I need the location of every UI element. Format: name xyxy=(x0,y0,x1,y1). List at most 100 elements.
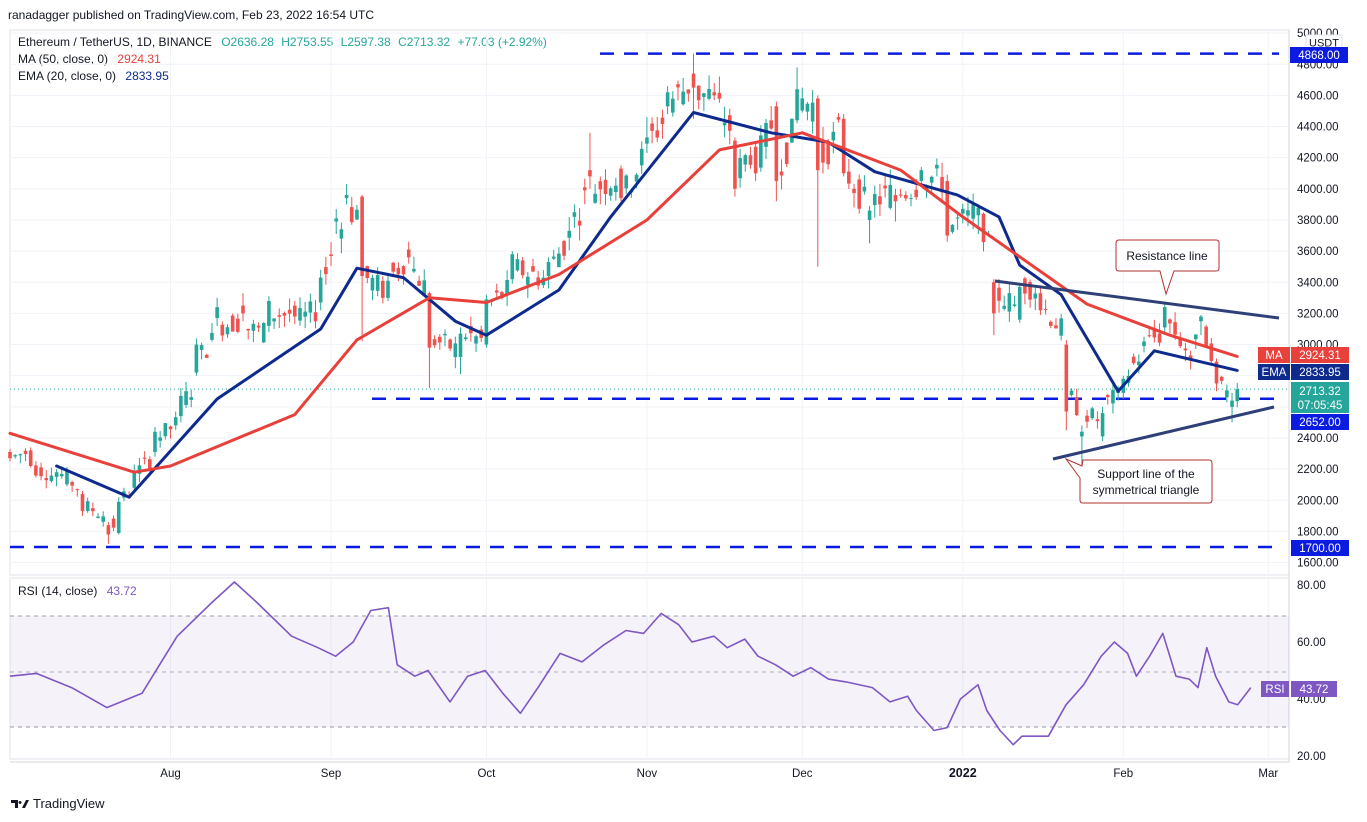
resistance-label: Resistance line xyxy=(1126,249,1208,263)
candle-body xyxy=(1230,400,1234,407)
candle-229 xyxy=(1193,334,1198,349)
candle-body xyxy=(1219,376,1224,381)
candle-135 xyxy=(707,75,711,101)
candle-195 xyxy=(1017,285,1022,323)
candle-body xyxy=(1214,361,1219,384)
candle-34 xyxy=(184,381,188,408)
candle-59 xyxy=(313,300,318,329)
candle-body xyxy=(1204,326,1208,346)
candle-body xyxy=(13,455,17,457)
candle-3 xyxy=(23,448,28,461)
candle-body xyxy=(1007,293,1012,312)
candle-70 xyxy=(370,274,375,301)
candle-body xyxy=(1157,333,1162,343)
candle-9 xyxy=(54,469,59,487)
candle-body xyxy=(852,188,856,194)
candle-body xyxy=(650,123,654,131)
candle-body xyxy=(929,176,934,183)
candle-219 xyxy=(1142,336,1146,353)
candle-16 xyxy=(91,502,95,517)
candle-body xyxy=(101,516,106,522)
candle-15 xyxy=(85,497,90,513)
ema-line xyxy=(55,111,1239,499)
candle-body xyxy=(360,196,364,277)
candle-body xyxy=(1178,337,1183,347)
candle-body xyxy=(909,198,913,200)
ma-tag-value: 2924.31 xyxy=(1299,350,1341,362)
rsi-tick-20: 20.00 xyxy=(1297,751,1326,763)
candle-50 xyxy=(267,296,271,333)
candle-body xyxy=(355,209,359,220)
candle-body xyxy=(531,266,535,272)
price-tick-4400: 4400.00 xyxy=(1297,122,1339,134)
candle-body xyxy=(437,336,442,343)
candle-body xyxy=(474,336,478,344)
candle-162 xyxy=(847,158,851,190)
top-level-tag: 4868.00 xyxy=(1290,47,1348,63)
support-trendline xyxy=(1052,405,1275,461)
candle-54 xyxy=(287,298,292,323)
candle-152 xyxy=(795,67,799,124)
support-label-line1: Support line of the xyxy=(1097,467,1195,481)
ma-tag-label: MA xyxy=(1265,350,1283,362)
candle-body xyxy=(401,266,406,275)
candle-body xyxy=(1017,286,1022,320)
candle-127 xyxy=(665,86,670,115)
horizontal-levels xyxy=(10,52,1289,549)
candle-body xyxy=(665,92,670,107)
candle-body xyxy=(1168,319,1172,324)
candle-88 xyxy=(463,333,468,342)
candle-82 xyxy=(432,335,437,349)
candle-body xyxy=(526,276,530,285)
candle-body xyxy=(267,300,271,326)
candle-body xyxy=(810,102,815,122)
candle-142 xyxy=(743,153,748,172)
candle-44 xyxy=(236,313,240,334)
candle-body xyxy=(686,89,691,94)
time-tick-Aug: Aug xyxy=(160,768,180,780)
candle-body xyxy=(997,287,1001,301)
candle-12 xyxy=(70,480,74,492)
candle-body xyxy=(676,84,680,88)
candle-body xyxy=(34,465,38,476)
candle-37 xyxy=(199,342,204,360)
candle-body xyxy=(349,207,354,223)
candle-39 xyxy=(210,322,214,342)
candle-body xyxy=(494,290,499,293)
candle-body xyxy=(696,85,701,101)
time-tick-Dec: Dec xyxy=(792,768,813,780)
candle-body xyxy=(54,472,59,477)
candle-body xyxy=(893,195,898,202)
candle-body xyxy=(1090,408,1095,419)
candle-80 xyxy=(422,269,427,297)
candle-184 xyxy=(960,203,965,224)
candle-body xyxy=(945,181,950,236)
candle-body xyxy=(520,260,525,276)
price-tick-2000: 2000.00 xyxy=(1297,495,1339,507)
candle-body xyxy=(593,193,597,203)
candle-body xyxy=(971,204,975,219)
candle-body xyxy=(1111,389,1115,404)
candle-79 xyxy=(417,275,421,287)
legend-ema-value: 2833.95 xyxy=(125,69,169,83)
candle-body xyxy=(173,417,178,426)
candle-body xyxy=(707,89,711,99)
candle-191 xyxy=(997,279,1001,313)
price-tick-4600: 4600.00 xyxy=(1297,90,1339,102)
candle-body xyxy=(1012,304,1017,307)
candle-202 xyxy=(1054,318,1058,329)
candle-body xyxy=(655,130,660,138)
candle-4 xyxy=(28,447,33,468)
candle-153 xyxy=(800,87,805,113)
candle-134 xyxy=(702,92,706,112)
candle-body xyxy=(1085,415,1089,422)
candle-body xyxy=(8,451,12,459)
candle-234 xyxy=(1219,375,1224,385)
candle-body xyxy=(453,343,458,358)
candle-55 xyxy=(292,300,297,325)
candle-body xyxy=(960,208,965,214)
candle-101 xyxy=(531,258,535,273)
candle-56 xyxy=(298,297,302,326)
candle-45 xyxy=(241,293,245,322)
candle-226 xyxy=(1178,332,1183,349)
